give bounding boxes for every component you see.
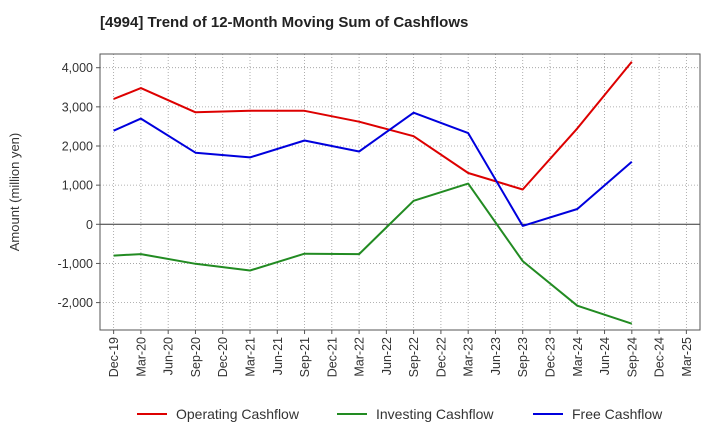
grid xyxy=(100,54,700,330)
x-tick-label: Jun-20 xyxy=(162,337,176,375)
x-tick-label: Dec-19 xyxy=(107,337,121,377)
x-tick-label: Jun-21 xyxy=(271,337,285,375)
x-tick-label: Dec-22 xyxy=(434,337,448,377)
y-tick-label: 3,000 xyxy=(62,100,93,114)
y-tick-label: 1,000 xyxy=(62,179,93,193)
x-tick-label: Dec-21 xyxy=(325,337,339,377)
x-tick-label: Dec-24 xyxy=(653,337,667,377)
x-tick-label: Jun-23 xyxy=(489,337,503,375)
x-tick-label: Sep-22 xyxy=(407,337,421,377)
y-tick-label: 4,000 xyxy=(62,61,93,75)
x-tick-label: Jun-24 xyxy=(598,337,612,375)
x-tick-label: Dec-20 xyxy=(216,337,230,377)
y-tick-label: 0 xyxy=(86,218,93,232)
y-tick-label: 2,000 xyxy=(62,140,93,154)
chart-title: [4994] Trend of 12-Month Moving Sum of C… xyxy=(100,14,469,31)
y-axis-label: Amount (million yen) xyxy=(7,133,22,252)
y-tick-label: -1,000 xyxy=(58,257,93,271)
x-tick-label: Mar-23 xyxy=(462,337,476,377)
legend-label-operating-cashflow: Operating Cashflow xyxy=(176,406,300,422)
x-tick-label: Dec-23 xyxy=(544,337,558,377)
plot-frame xyxy=(99,53,701,331)
series-line-investing-cashflow xyxy=(113,182,633,325)
x-tick-label: Mar-21 xyxy=(244,337,258,377)
y-tick-label: -2,000 xyxy=(58,296,93,310)
x-tick-label: Mar-25 xyxy=(680,337,694,377)
x-tick-label: Sep-21 xyxy=(298,337,312,377)
legend-label-investing-cashflow: Investing Cashflow xyxy=(376,406,494,422)
legend-label-free-cashflow: Free Cashflow xyxy=(572,406,663,422)
series-lines xyxy=(113,61,633,325)
legend: Operating Cashflow Investing Cashflow Free… xyxy=(137,406,663,422)
series-line-operating-cashflow xyxy=(113,61,633,191)
x-tick-label: Mar-20 xyxy=(134,337,148,377)
y-axis-ticks: -2,000 -1,000 0 1,000 2,000 3,000 4,000 xyxy=(58,61,100,310)
x-tick-label: Mar-22 xyxy=(353,337,367,377)
x-tick-label: Sep-20 xyxy=(189,337,203,377)
x-axis-ticks: Dec-19 Mar-20 Jun-20 Sep-20 Dec-20 Mar-21 Jun-… xyxy=(107,330,694,377)
series-line-free-cashflow xyxy=(113,111,633,227)
x-tick-label: Mar-24 xyxy=(571,337,585,377)
x-tick-label: Sep-23 xyxy=(516,337,530,377)
x-tick-label: Jun-22 xyxy=(380,337,394,375)
x-tick-label: Sep-24 xyxy=(625,337,639,377)
